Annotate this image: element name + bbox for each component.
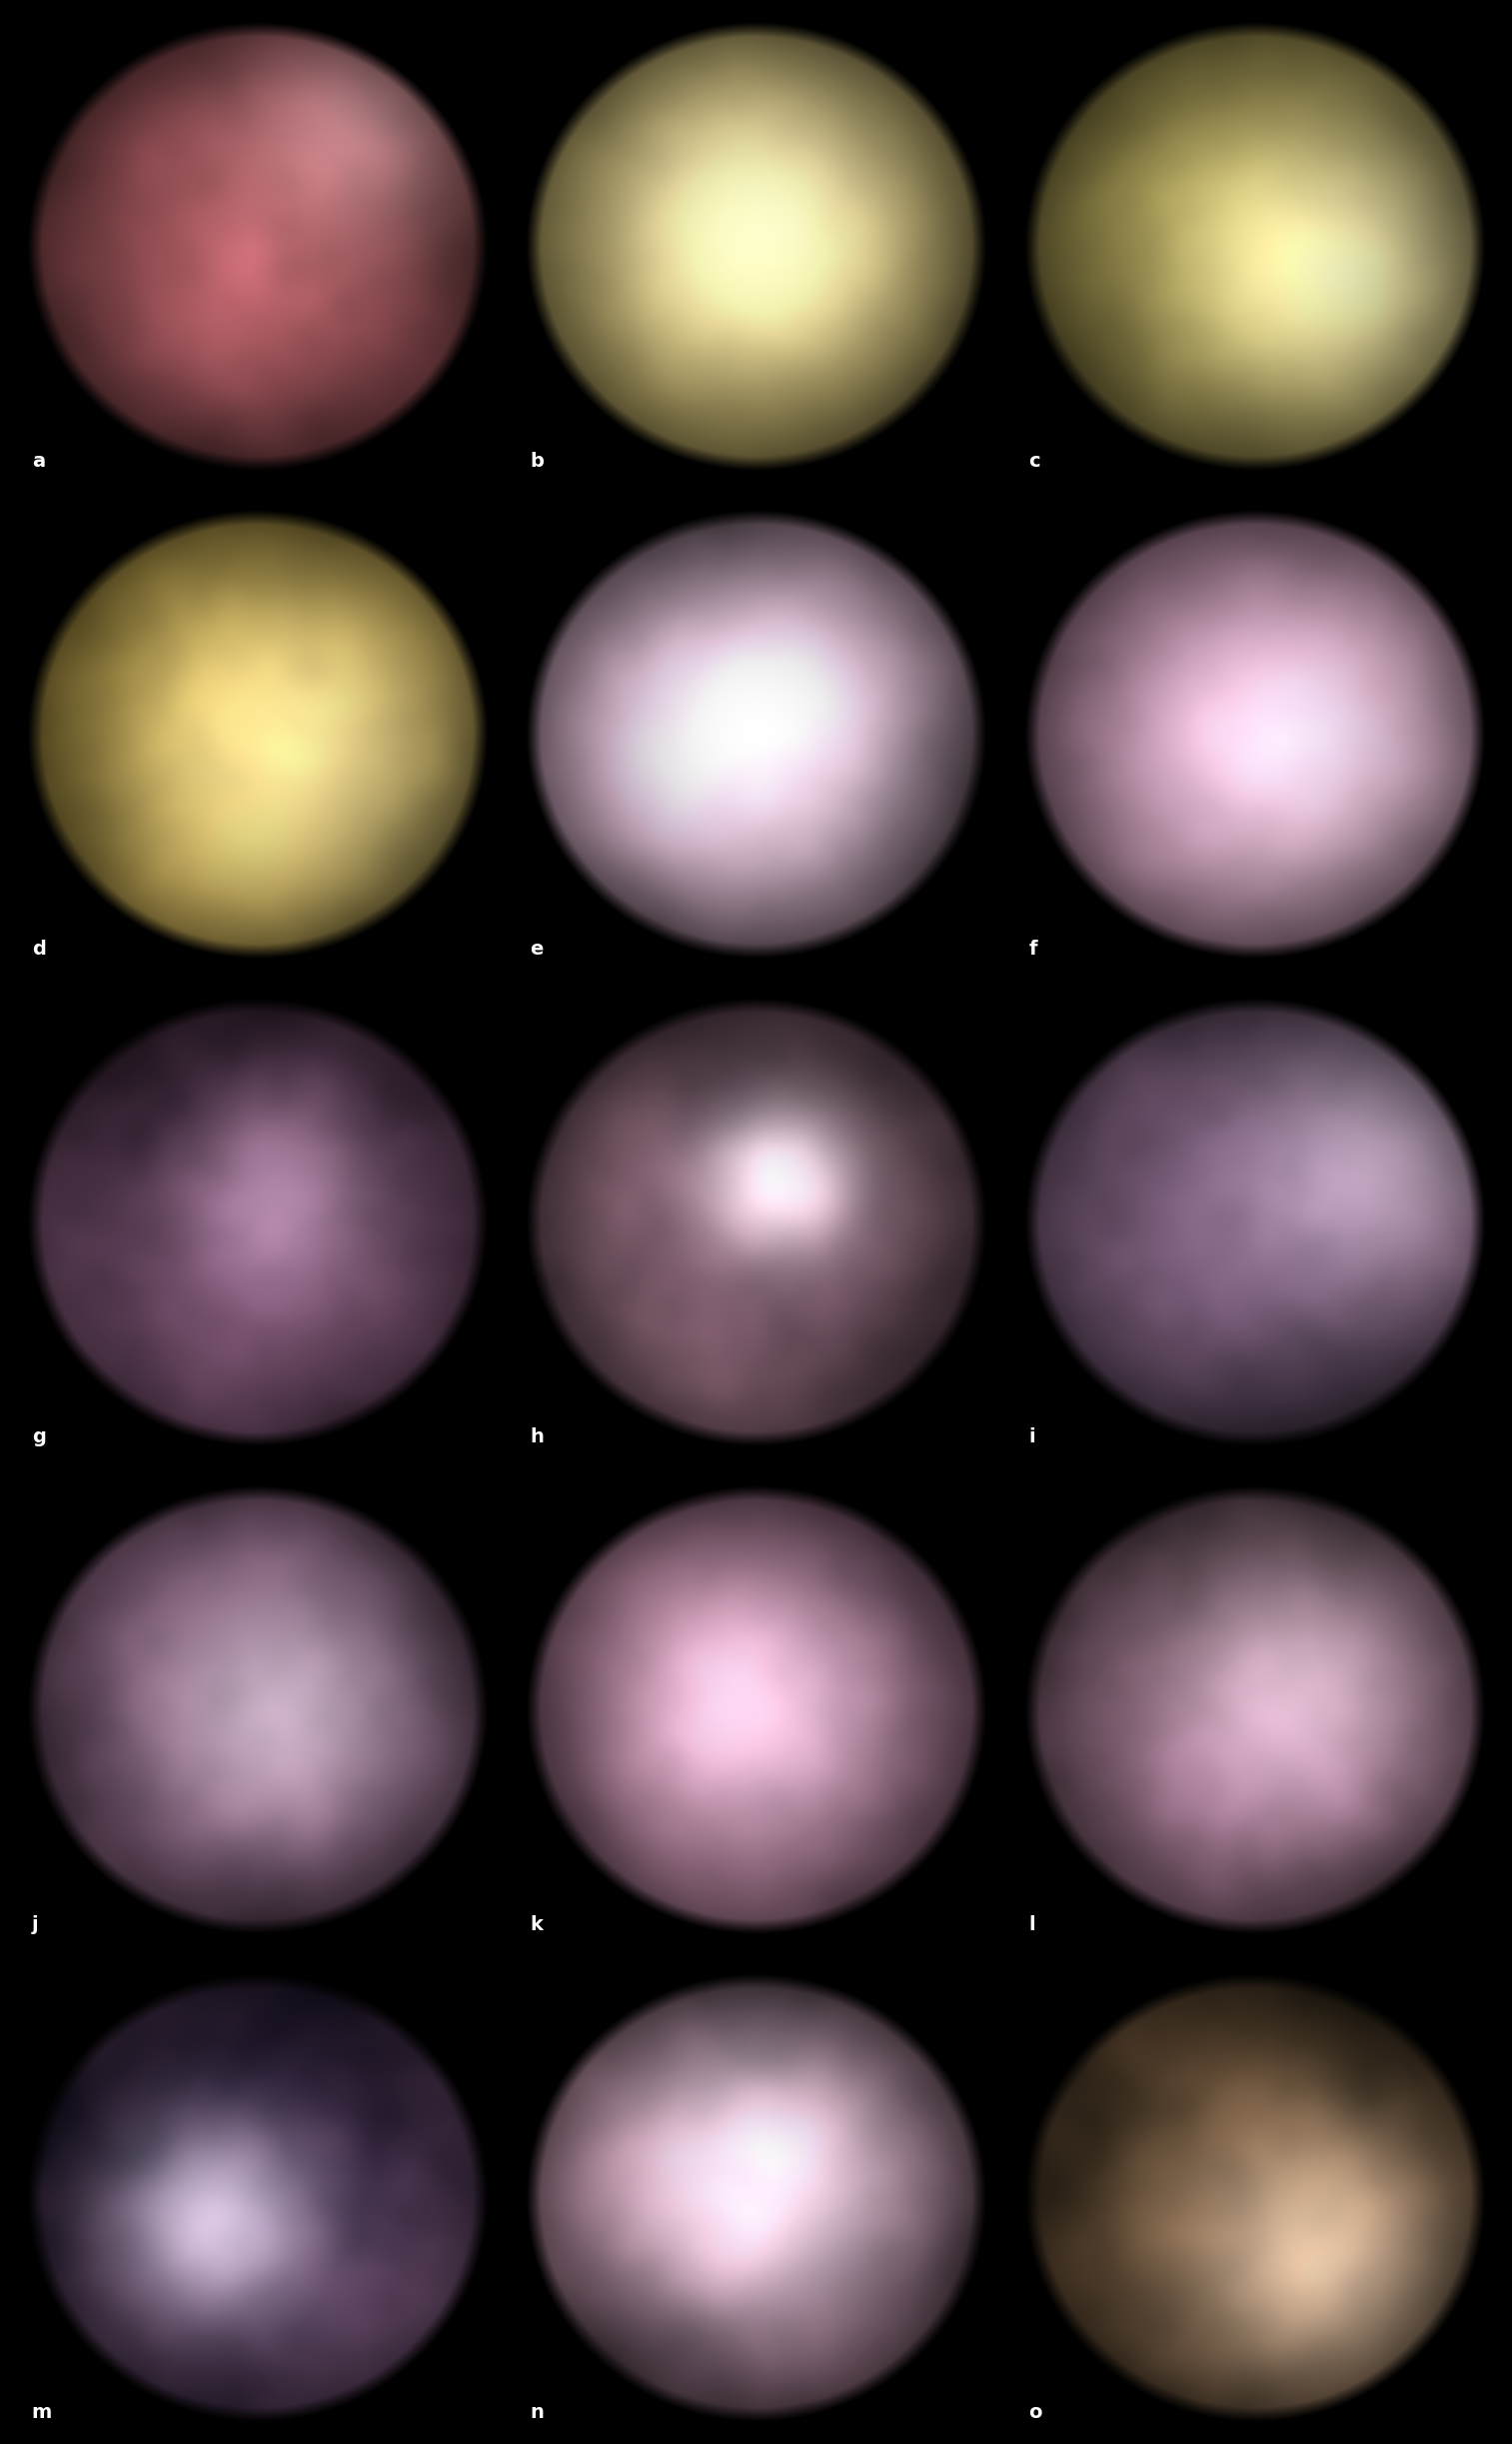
Text: g: g [32,1427,45,1447]
Text: a: a [32,452,45,472]
Text: f: f [1028,941,1037,958]
Text: o: o [1028,2402,1042,2422]
Text: m: m [32,2402,51,2422]
Text: c: c [1028,452,1040,472]
Text: e: e [531,941,543,958]
Text: d: d [32,941,45,958]
Text: n: n [531,2402,544,2422]
Text: j: j [32,1916,38,1936]
Text: h: h [531,1427,544,1447]
Text: b: b [531,452,544,472]
Text: k: k [531,1916,543,1936]
Text: i: i [1028,1427,1036,1447]
Text: l: l [1028,1916,1036,1936]
